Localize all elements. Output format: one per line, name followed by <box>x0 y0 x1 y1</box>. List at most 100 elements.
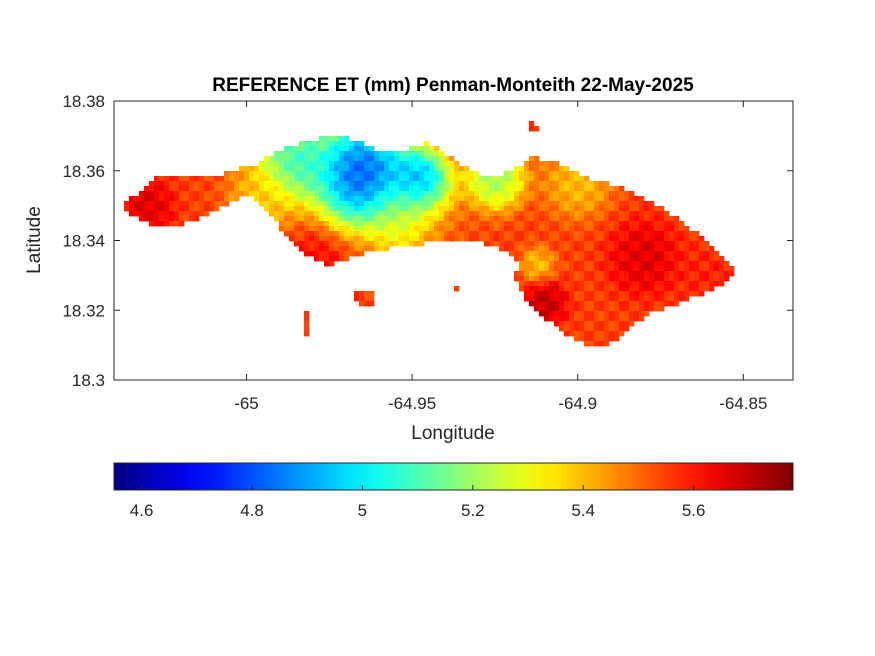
heatmap-cell <box>284 226 290 232</box>
heatmap-cell <box>349 226 355 232</box>
heatmap-cell <box>604 316 610 322</box>
heatmap-cell <box>604 336 610 342</box>
heatmap-cell <box>274 206 280 212</box>
heatmap-cell <box>619 321 625 327</box>
heatmap-cell <box>464 181 470 187</box>
heatmap-cell <box>599 291 605 297</box>
heatmap-cell <box>414 146 420 152</box>
heatmap-cell <box>429 151 435 157</box>
heatmap-cell <box>509 226 515 232</box>
heatmap-cell <box>604 186 610 192</box>
heatmap-cell <box>179 221 185 227</box>
heatmap-cell <box>574 301 580 307</box>
heatmap-cell <box>304 216 310 222</box>
heatmap-cell <box>609 241 615 247</box>
heatmap-cell <box>284 161 290 167</box>
heatmap-cell <box>579 216 585 222</box>
heatmap-cell <box>169 186 175 192</box>
heatmap-cell <box>539 276 545 282</box>
heatmap-cell <box>414 211 420 217</box>
heatmap-cell <box>329 176 335 182</box>
heatmap-cell <box>599 256 605 262</box>
heatmap-cell <box>344 161 350 167</box>
heatmap-cell <box>554 221 560 227</box>
heatmap-cell <box>294 236 300 242</box>
heatmap-cell <box>349 166 355 172</box>
heatmap-cell <box>184 186 190 192</box>
heatmap-cell <box>464 231 470 237</box>
heatmap-cell <box>599 201 605 207</box>
heatmap-cell <box>504 216 510 222</box>
heatmap-cell <box>289 231 295 237</box>
heatmap-cell <box>524 166 530 172</box>
heatmap-cell <box>354 226 360 232</box>
heatmap-cell <box>194 176 200 182</box>
heatmap-cell <box>304 236 310 242</box>
heatmap-cell <box>639 266 645 272</box>
heatmap-cell <box>309 226 315 232</box>
heatmap-cell <box>579 296 585 302</box>
heatmap-cell <box>334 151 340 157</box>
heatmap-cell <box>539 246 545 252</box>
heatmap-cell <box>159 181 165 187</box>
heatmap-cell <box>139 196 145 202</box>
heatmap-cell <box>604 331 610 337</box>
heatmap-cell <box>339 231 345 237</box>
heatmap-cell <box>439 191 445 197</box>
heatmap-cell <box>154 216 160 222</box>
heatmap-cell <box>274 191 280 197</box>
heatmap-cell <box>199 186 205 192</box>
heatmap-cell <box>629 271 635 277</box>
heatmap-cell <box>269 211 275 217</box>
heatmap-cell <box>344 166 350 172</box>
heatmap-cell <box>624 201 630 207</box>
heatmap-cell <box>344 256 350 262</box>
heatmap-cell <box>439 171 445 177</box>
heatmap-cell <box>349 221 355 227</box>
heatmap-cell <box>414 176 420 182</box>
heatmap-cell <box>529 166 535 172</box>
heatmap-cell <box>689 271 695 277</box>
heatmap-cell <box>509 221 515 227</box>
heatmap-cell <box>274 156 280 162</box>
heatmap-cell <box>349 251 355 257</box>
heatmap-cell <box>579 261 585 267</box>
heatmap-cell <box>709 281 715 287</box>
heatmap-cell <box>364 181 370 187</box>
heatmap-cell <box>194 201 200 207</box>
heatmap-cell <box>399 241 405 247</box>
heatmap-cell <box>559 301 565 307</box>
heatmap-cell <box>194 211 200 217</box>
heatmap-cell <box>529 281 535 287</box>
heatmap-cell <box>429 206 435 212</box>
heatmap-cell <box>629 226 635 232</box>
heatmap-cell <box>324 226 330 232</box>
heatmap-cell <box>349 191 355 197</box>
heatmap-cell <box>344 231 350 237</box>
heatmap-cell <box>254 186 260 192</box>
heatmap-cell <box>564 221 570 227</box>
heatmap-cell <box>594 191 600 197</box>
heatmap-cell <box>389 241 395 247</box>
heatmap-cell <box>599 241 605 247</box>
heatmap-cell <box>139 216 145 222</box>
heatmap-cell <box>519 286 525 292</box>
heatmap-cell <box>649 256 655 262</box>
heatmap-cell <box>694 241 700 247</box>
heatmap-cell <box>469 206 475 212</box>
heatmap-cell <box>639 261 645 267</box>
heatmap-cell <box>564 186 570 192</box>
heatmap-cell <box>524 246 530 252</box>
heatmap-cell <box>494 221 500 227</box>
heatmap-cell <box>689 286 695 292</box>
heatmap-cell <box>539 171 545 177</box>
heatmap-cell <box>594 251 600 257</box>
heatmap-cell <box>534 126 540 132</box>
heatmap-cell <box>379 206 385 212</box>
heatmap-cell <box>564 181 570 187</box>
heatmap-cell <box>334 196 340 202</box>
heatmap-cell <box>459 201 465 207</box>
heatmap-cell <box>529 301 535 307</box>
heatmap-cell <box>654 216 660 222</box>
heatmap-cell <box>274 201 280 207</box>
